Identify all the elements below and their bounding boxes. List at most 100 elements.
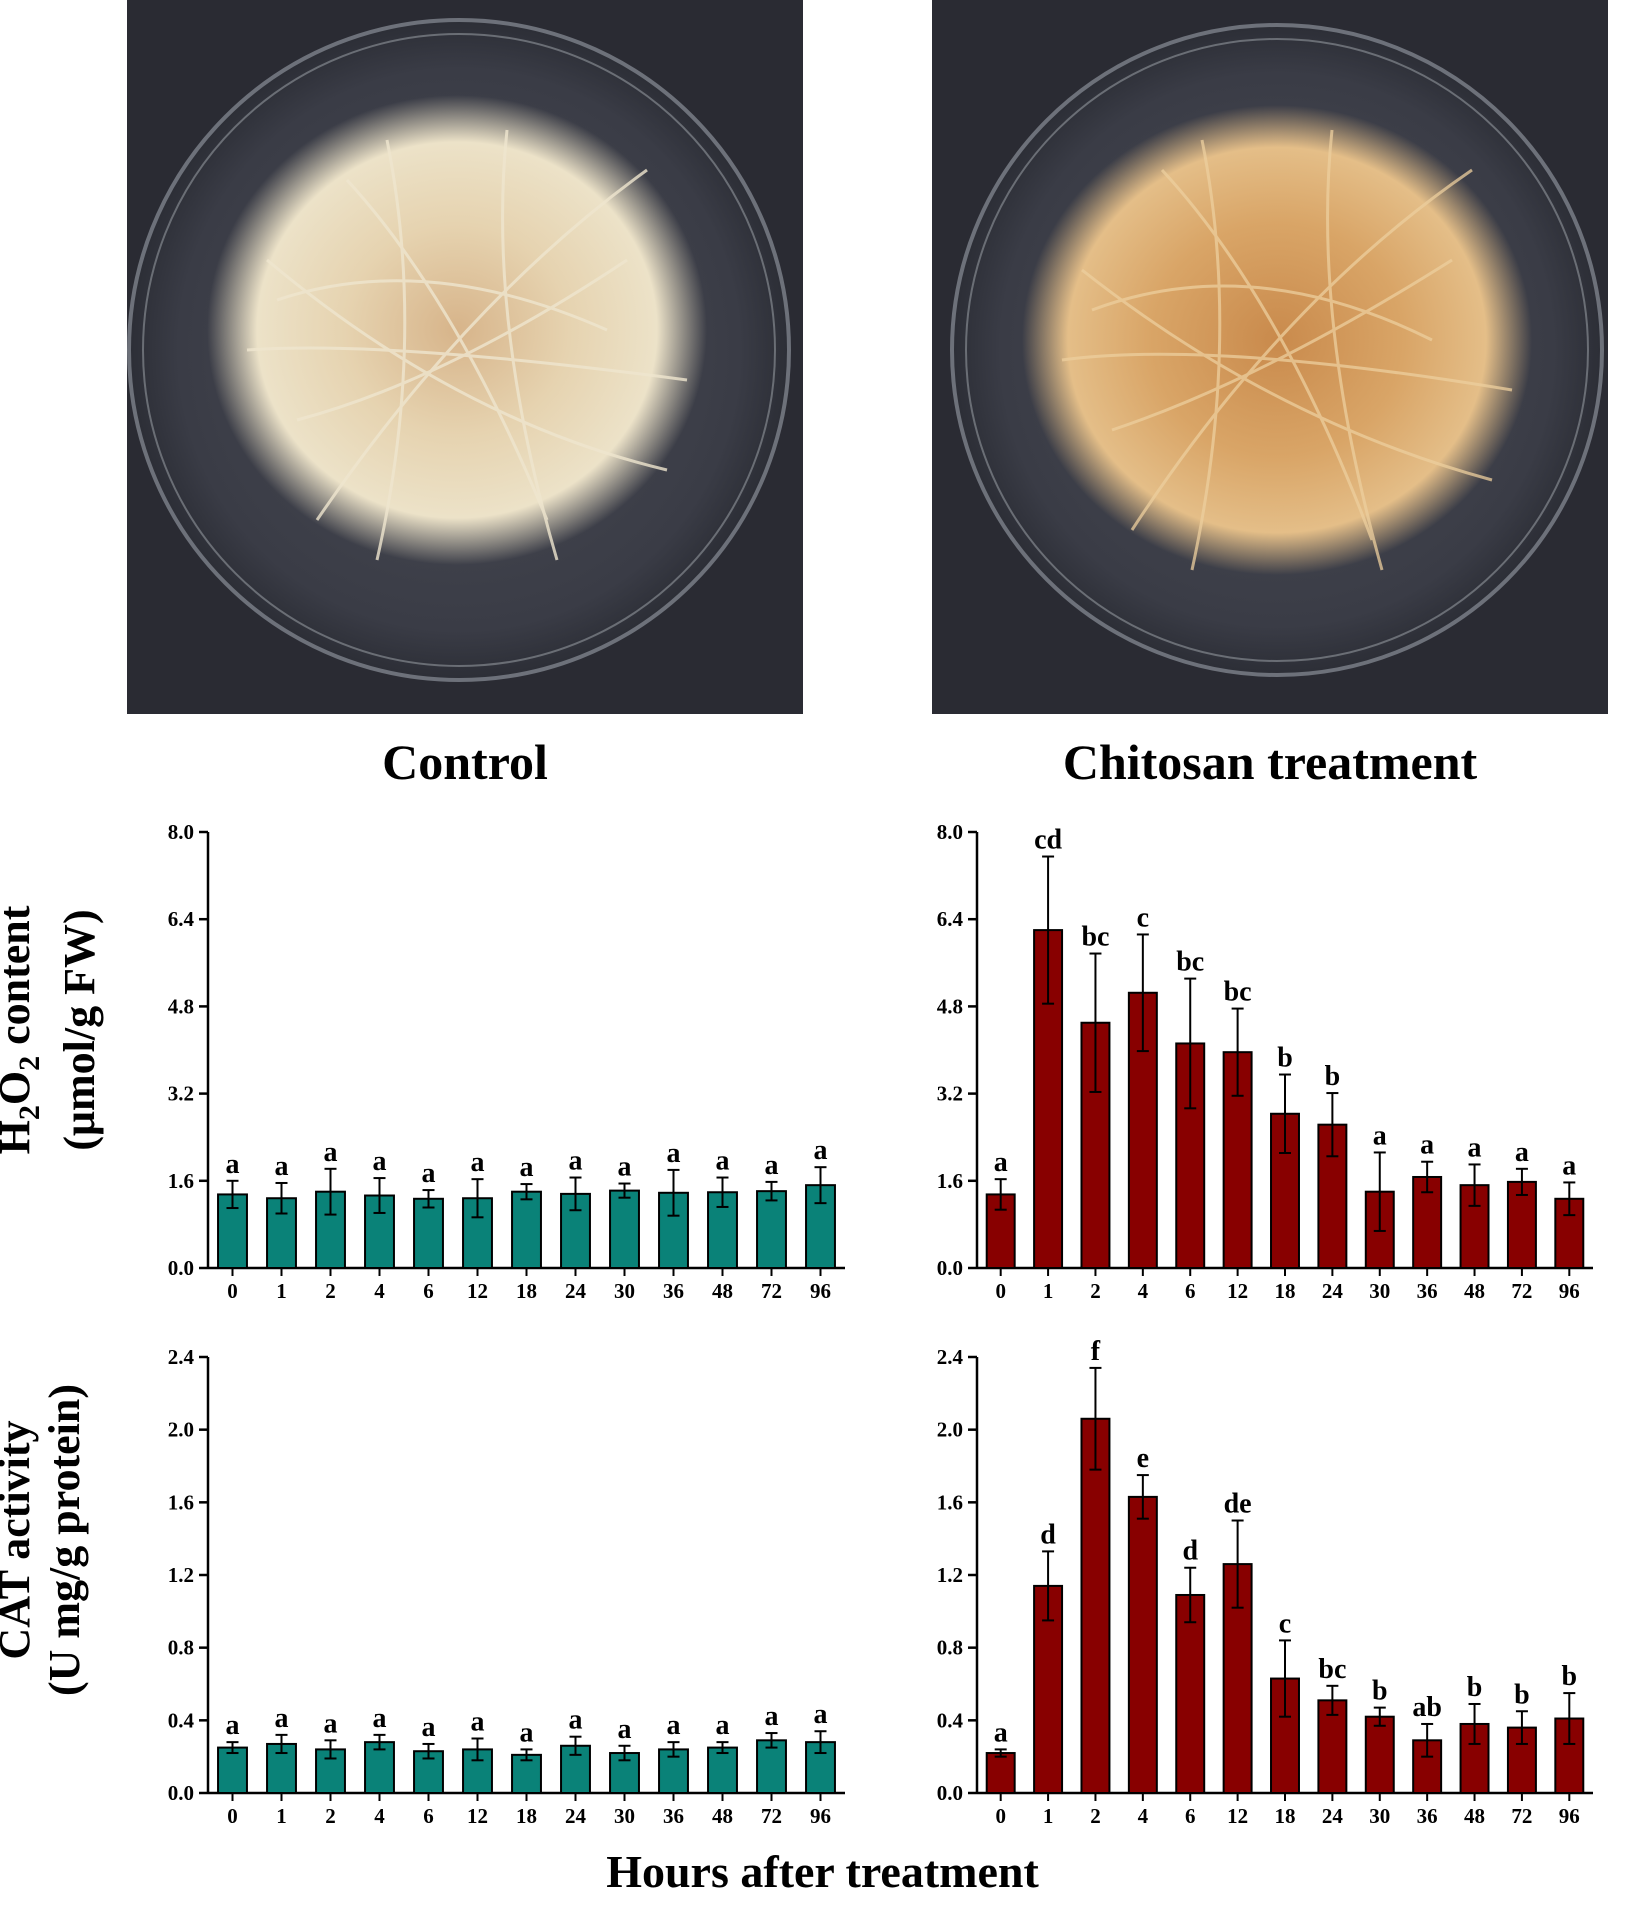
cat-control-significance-label: a xyxy=(226,1710,240,1741)
h2o2-control-x-tick-label: 0 xyxy=(227,1279,238,1303)
control-dish-image xyxy=(127,18,791,682)
h2o2-control-x-tick-label: 1 xyxy=(276,1279,287,1303)
h2o2-control-x-tick-label: 72 xyxy=(761,1279,782,1303)
h2o2-control-significance-label: a xyxy=(667,1138,681,1169)
h2o2-control-significance-label: a xyxy=(520,1152,534,1183)
h2o2-chitosan-x-tick-label: 72 xyxy=(1511,1279,1532,1303)
h2o2-control-x-tick-label: 24 xyxy=(565,1279,587,1303)
cat-chitosan-bar xyxy=(1175,1593,1206,1794)
cat-chitosan-significance-label: d xyxy=(1182,1536,1198,1567)
cat-chitosan-bar xyxy=(1127,1495,1158,1794)
cat-chitosan-x-tick-label: 30 xyxy=(1369,1804,1390,1828)
h2o2-chitosan-y-tick-label: 3.2 xyxy=(937,1082,963,1106)
cat-control-bar xyxy=(462,1748,493,1795)
h2o2-control-y-tick-label: 1.6 xyxy=(168,1169,194,1193)
h2o2-control-y-tick-label: 3.2 xyxy=(168,1082,194,1106)
control-photo xyxy=(127,0,803,714)
chitosan-photo xyxy=(932,0,1608,714)
h2o2-control-x-tick-label: 48 xyxy=(712,1279,733,1303)
cat-chitosan-y-tick-label: 0.0 xyxy=(937,1781,963,1805)
h2o2-chitosan-significance-label: a xyxy=(1420,1130,1434,1161)
cat-control-x-tick-label: 36 xyxy=(663,1804,684,1828)
cat-control-plot: 0.0 0.4 0.8 1.2 1.6 2.0 2.4 a 0 a 1 a 2 a 4 a 6 a 12 a 18 a 24… xyxy=(168,1345,845,1828)
cat-control-x-tick-label: 0 xyxy=(227,1804,238,1828)
cat-chitosan-significance-label: b xyxy=(1514,1679,1530,1710)
cat-control-x-tick-label: 72 xyxy=(761,1804,782,1828)
cat-chitosan-x-tick-label: 24 xyxy=(1322,1804,1344,1828)
h2o2-chitosan-significance-label: b xyxy=(1277,1043,1293,1074)
h2o2-control-significance-label: a xyxy=(422,1158,436,1189)
cat-control-x-tick-label: 6 xyxy=(423,1804,434,1828)
cat-control-significance-label: a xyxy=(275,1703,289,1734)
h2o2-chitosan-significance-label: bc xyxy=(1081,922,1109,953)
chitosan-dish-image xyxy=(950,23,1604,677)
h2o2-control-x-tick-label: 96 xyxy=(810,1279,831,1303)
h2o2-control-significance-label: a xyxy=(569,1146,583,1177)
h2o2-control-significance-label: a xyxy=(618,1152,632,1183)
cat-chitosan-x-tick-label: 72 xyxy=(1511,1804,1532,1828)
cat-chitosan-y-tick-label: 0.8 xyxy=(937,1636,963,1660)
h2o2-chitosan-y-tick-label: 1.6 xyxy=(937,1169,963,1193)
cat-control-significance-label: a xyxy=(667,1710,681,1741)
cat-control-bar xyxy=(707,1746,738,1795)
cat-chitosan-x-tick-label: 1 xyxy=(1043,1804,1054,1828)
cat-control-significance-label: a xyxy=(569,1705,583,1736)
x-axis-label: Hours after treatment xyxy=(606,1846,1039,1897)
cat-control-y-tick-label: 2.4 xyxy=(168,1345,195,1369)
cat-chitosan-x-tick-label: 18 xyxy=(1275,1804,1296,1828)
cat-control-y-tick-label: 0.0 xyxy=(168,1781,194,1805)
cat-control-x-tick-label: 48 xyxy=(712,1804,733,1828)
h2o2-chitosan-x-tick-label: 2 xyxy=(1090,1279,1101,1303)
h2o2-chitosan-significance-label: a xyxy=(1515,1137,1529,1168)
h2o2-chitosan-significance-label: cd xyxy=(1034,825,1062,856)
h2o2-chitosan-x-tick-label: 96 xyxy=(1559,1279,1580,1303)
h2o2-chitosan-y-tick-label: 0.0 xyxy=(937,1256,963,1280)
h2o2-chitosan-x-tick-label: 6 xyxy=(1185,1279,1196,1303)
h2o2-control-significance-label: a xyxy=(324,1137,338,1168)
cat-control-significance-label: a xyxy=(716,1710,730,1741)
h2o2-control-y-tick-label: 8.0 xyxy=(168,820,194,844)
cat-control-y-tick-label: 1.6 xyxy=(168,1490,194,1514)
h2o2-control-y-tick-label: 0.0 xyxy=(168,1256,194,1280)
h2o2-control-x-tick-label: 2 xyxy=(325,1279,336,1303)
cat-chitosan-bar xyxy=(1364,1715,1395,1794)
chitosan-caption: Chitosan treatment xyxy=(1062,734,1478,790)
h2o2-chitosan-x-tick-label: 36 xyxy=(1417,1279,1438,1303)
cat-control-x-tick-label: 2 xyxy=(325,1804,336,1828)
cat-control-x-tick-label: 1 xyxy=(276,1804,287,1828)
cat-chitosan-y-tick-label: 0.4 xyxy=(937,1708,964,1732)
cat-chitosan-y-tick-label: 1.6 xyxy=(937,1490,963,1514)
h2o2-control-significance-label: a xyxy=(275,1151,289,1182)
h2o2-control-plot: 0.0 1.6 3.2 4.8 6.4 8.0 a 0 a 1 a 2 a 4 a 6 a 12 a 18 a 24 a 30… xyxy=(168,820,845,1303)
cat-chitosan-x-tick-label: 48 xyxy=(1464,1804,1485,1828)
h2o2-chitosan-x-tick-label: 48 xyxy=(1464,1279,1485,1303)
h2o2-chitosan-significance-label: a xyxy=(1373,1120,1387,1151)
cat-chitosan-significance-label: b xyxy=(1562,1661,1578,1692)
cat-control-significance-label: a xyxy=(618,1714,632,1745)
cat-control-y-tick-label: 1.2 xyxy=(168,1563,194,1587)
h2o2-chitosan-plot: 0.0 1.6 3.2 4.8 6.4 8.0 a 0 cd 1 bc 2 c 4 bc 6 bc 12 b 18 b 2… xyxy=(937,820,1593,1303)
cat-chitosan-plot: 0.0 0.4 0.8 1.2 1.6 2.0 2.4 a 0 d 1 f 2 e 4 d 6 de 12 c 18 bc… xyxy=(937,1336,1593,1828)
h2o2-control-significance-label: a xyxy=(471,1147,485,1178)
cat-chitosan-y-tick-label: 2.4 xyxy=(937,1345,964,1369)
cat-chitosan-significance-label: a xyxy=(994,1717,1008,1748)
cat-chitosan-x-tick-label: 4 xyxy=(1138,1804,1149,1828)
cat-chitosan-bar xyxy=(1080,1417,1111,1795)
cat-control-x-tick-label: 12 xyxy=(467,1804,488,1828)
h2o2-control-x-tick-label: 6 xyxy=(423,1279,434,1303)
control-caption: Control xyxy=(382,734,548,790)
h2o2-chitosan-y-tick-label: 8.0 xyxy=(937,820,963,844)
h2o2-chitosan-significance-label: bc xyxy=(1224,977,1252,1008)
cat-chitosan-bar xyxy=(985,1752,1016,1794)
h2o2-chitosan-x-tick-label: 24 xyxy=(1322,1279,1344,1303)
h2o2-chitosan-y-tick-label: 6.4 xyxy=(937,907,964,931)
cat-control-x-tick-label: 30 xyxy=(614,1804,635,1828)
h2o2-control-x-tick-label: 4 xyxy=(374,1279,385,1303)
h2o2-chitosan-significance-label: bc xyxy=(1176,947,1204,978)
h2o2-control-x-tick-label: 18 xyxy=(516,1279,537,1303)
cat-chitosan-significance-label: d xyxy=(1040,1519,1056,1550)
cat-chitosan-significance-label: ab xyxy=(1412,1692,1442,1723)
h2o2-control-x-tick-label: 30 xyxy=(614,1279,635,1303)
cat-control-x-tick-label: 4 xyxy=(374,1804,385,1828)
